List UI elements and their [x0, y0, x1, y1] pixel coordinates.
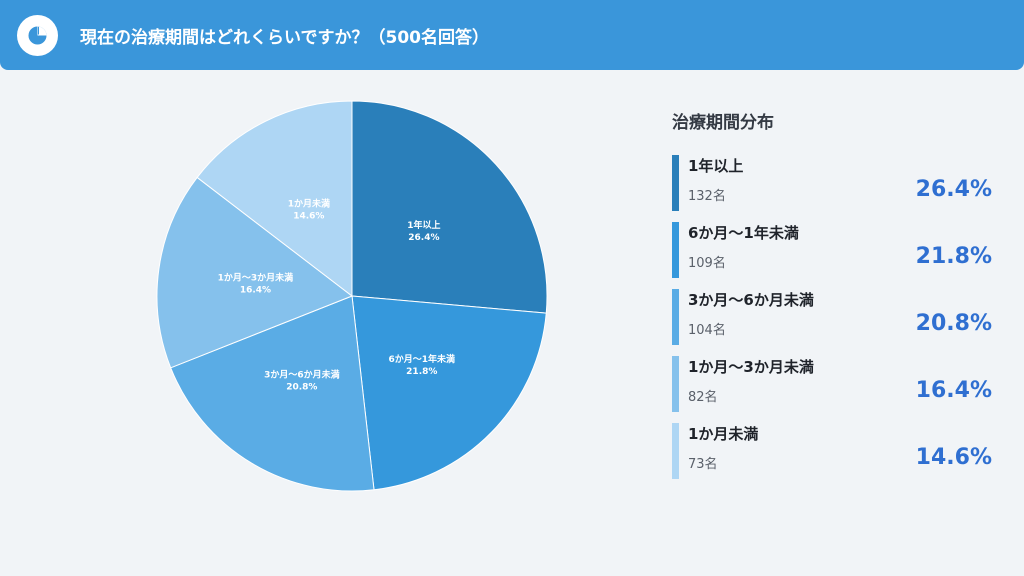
pie-slice	[351, 100, 548, 314]
legend-percent: 16.4%	[915, 378, 992, 403]
legend-item: 6か月〜1年未満 109名 21.8%	[672, 222, 1002, 278]
legend-count: 109名	[688, 256, 726, 271]
pie-slice	[351, 295, 547, 491]
legend-color-bar	[672, 222, 679, 278]
legend-count: 73名	[688, 457, 718, 472]
pie-slice	[196, 100, 353, 298]
legend-label: 6か月〜1年未満	[688, 224, 799, 242]
slice-percent-label: 20.8%	[286, 383, 317, 393]
pie-slice	[156, 176, 354, 369]
slice-percent-label: 16.4%	[240, 286, 271, 296]
legend-title: 治療期間分布	[672, 113, 774, 133]
slice-label: 1か月未満	[288, 198, 330, 210]
legend-color-bar	[672, 289, 679, 345]
slice-percent-label: 26.4%	[408, 233, 439, 243]
legend-count: 132名	[688, 189, 726, 204]
pie-chart-icon	[17, 15, 58, 56]
slice-label: 3か月〜6か月未満	[264, 369, 340, 381]
legend-item: 3か月〜6か月未満 104名 20.8%	[672, 289, 1002, 345]
slice-label: 1か月〜3か月未満	[218, 272, 294, 284]
slice-label: 6か月〜1年未満	[389, 353, 456, 365]
pie-chart: 1年以上 26.4% 6か月〜1年未満 21.8% 3か月〜6か月未満 20.8% 1か月〜…	[156, 100, 548, 492]
legend-count: 82名	[688, 390, 718, 405]
slice-percent-label: 14.6%	[293, 212, 324, 222]
legend-label: 1か月未満	[688, 425, 759, 443]
legend-label: 3か月〜6か月未満	[688, 291, 814, 309]
slice-label: 1年以上	[407, 219, 440, 231]
legend-count: 104名	[688, 323, 726, 338]
header-bar: 現在の治療期間はどれくらいですか？（500名回答）	[0, 0, 1024, 70]
page-title: 現在の治療期間はどれくらいですか？（500名回答）	[80, 28, 489, 48]
legend-item: 1年以上 132名 26.4%	[672, 155, 1002, 211]
legend-label: 1年以上	[688, 157, 744, 175]
legend-item: 1か月〜3か月未満 82名 16.4%	[672, 356, 1002, 412]
legend-percent: 20.8%	[915, 311, 992, 336]
pie-slice	[170, 295, 375, 492]
legend-color-bar	[672, 155, 679, 211]
legend-color-bar	[672, 423, 679, 479]
legend-percent: 14.6%	[915, 445, 992, 470]
legend-percent: 26.4%	[915, 177, 992, 202]
slice-percent-label: 21.8%	[406, 367, 437, 377]
legend-color-bar	[672, 356, 679, 412]
legend-percent: 21.8%	[915, 244, 992, 269]
legend-label: 1か月〜3か月未満	[688, 358, 814, 376]
legend-item: 1か月未満 73名 14.6%	[672, 423, 1002, 479]
